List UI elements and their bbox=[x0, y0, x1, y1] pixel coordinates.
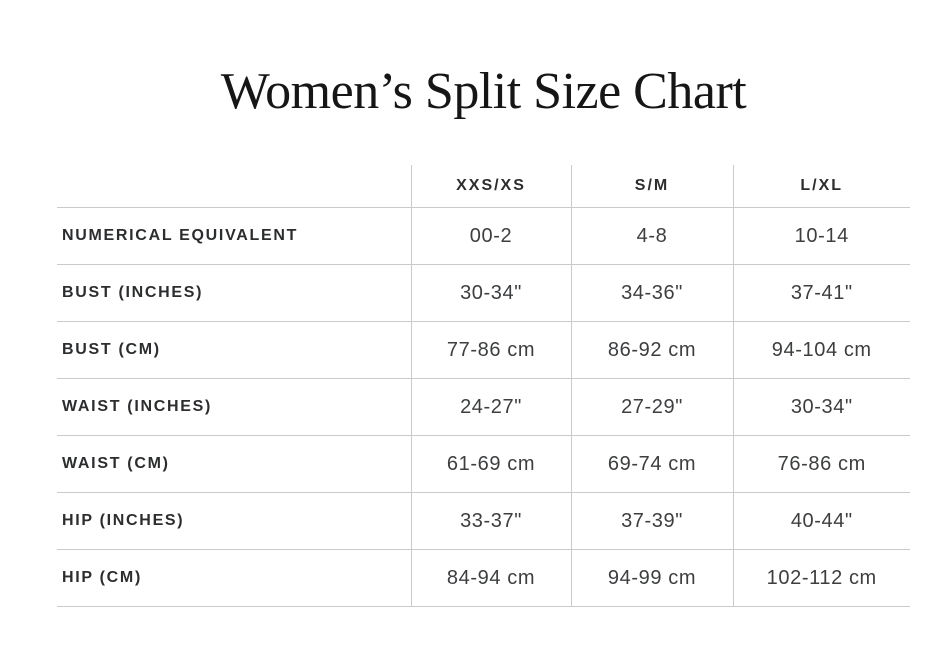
row-label: NUMERICAL EQUIVALENT bbox=[57, 207, 411, 265]
column-header-xxs-xs: XXS/XS bbox=[410, 165, 571, 208]
column-header-s-m: S/M bbox=[570, 165, 733, 208]
table-cell: 37-39" bbox=[570, 492, 733, 550]
table-cell: 24-27" bbox=[410, 378, 571, 436]
table-cell: 4-8 bbox=[570, 207, 733, 265]
table-row-hip-inches: HIP (INCHES) 33-37" 37-39" 40-44" bbox=[57, 492, 910, 550]
table-row-waist-inches: WAIST (INCHES) 24-27" 27-29" 30-34" bbox=[57, 378, 910, 436]
column-header-blank bbox=[57, 165, 411, 208]
row-label: WAIST (INCHES) bbox=[57, 378, 411, 436]
table-cell: 61-69 cm bbox=[410, 435, 571, 493]
row-label: BUST (CM) bbox=[57, 321, 411, 379]
table-cell: 00-2 bbox=[410, 207, 571, 265]
table-cell: 86-92 cm bbox=[570, 321, 733, 379]
table-cell: 30-34" bbox=[410, 264, 571, 322]
table-cell: 94-99 cm bbox=[570, 549, 733, 607]
table-cell: 40-44" bbox=[732, 492, 910, 550]
row-label: HIP (INCHES) bbox=[57, 492, 411, 550]
column-header-l-xl: L/XL bbox=[732, 165, 910, 208]
table-cell: 10-14 bbox=[732, 207, 910, 265]
table-cell: 27-29" bbox=[570, 378, 733, 436]
table-cell: 69-74 cm bbox=[570, 435, 733, 493]
page-title: Women’s Split Size Chart bbox=[220, 63, 747, 120]
table-cell: 84-94 cm bbox=[410, 549, 571, 607]
table-cell: 94-104 cm bbox=[732, 321, 910, 379]
size-chart-table: XXS/XS S/M L/XL NUMERICAL EQUIVALENT 00-… bbox=[57, 165, 910, 607]
table-row-bust-cm: BUST (CM) 77-86 cm 86-92 cm 94-104 cm bbox=[57, 321, 910, 379]
table-cell: 77-86 cm bbox=[410, 321, 571, 379]
table-cell: 30-34" bbox=[732, 378, 910, 436]
table-header-row: XXS/XS S/M L/XL bbox=[57, 165, 910, 208]
table-row-waist-cm: WAIST (CM) 61-69 cm 69-74 cm 76-86 cm bbox=[57, 435, 910, 493]
table-row-hip-cm: HIP (CM) 84-94 cm 94-99 cm 102-112 cm bbox=[57, 549, 910, 607]
table-row-numerical-equivalent: NUMERICAL EQUIVALENT 00-2 4-8 10-14 bbox=[57, 207, 910, 265]
table-cell: 34-36" bbox=[570, 264, 733, 322]
table-row-bust-inches: BUST (INCHES) 30-34" 34-36" 37-41" bbox=[57, 264, 910, 322]
table-cell: 102-112 cm bbox=[732, 549, 910, 607]
row-label: HIP (CM) bbox=[57, 549, 411, 607]
row-label: BUST (INCHES) bbox=[57, 264, 411, 322]
table-cell: 33-37" bbox=[410, 492, 571, 550]
table-cell: 37-41" bbox=[732, 264, 910, 322]
table-cell: 76-86 cm bbox=[732, 435, 910, 493]
row-label: WAIST (CM) bbox=[57, 435, 411, 493]
